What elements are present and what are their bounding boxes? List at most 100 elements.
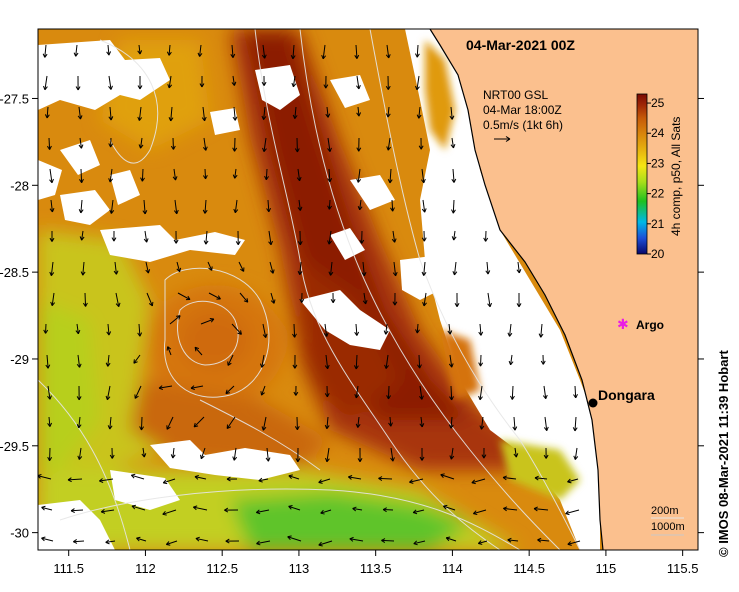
current-arrow bbox=[193, 416, 205, 428]
current-arrow bbox=[447, 323, 453, 335]
current-arrow bbox=[567, 478, 579, 484]
current-arrow bbox=[327, 230, 332, 245]
current-arrow bbox=[352, 506, 363, 512]
current-arrow bbox=[294, 137, 300, 153]
current-arrow bbox=[416, 106, 422, 119]
current-arrow bbox=[538, 323, 544, 338]
current-arrow bbox=[261, 106, 267, 120]
current-arrow bbox=[321, 44, 327, 60]
current-arrow bbox=[194, 346, 203, 356]
y-tick-label: -27.5 bbox=[0, 91, 29, 106]
current-arrow bbox=[293, 385, 299, 396]
current-arrow bbox=[357, 199, 363, 211]
current-arrow bbox=[384, 354, 389, 369]
current-arrow bbox=[108, 137, 114, 148]
current-arrow bbox=[201, 106, 207, 122]
dongara-dot-icon bbox=[588, 398, 598, 408]
colorbar-tick-label: 20 bbox=[651, 247, 665, 261]
current-arrow bbox=[320, 509, 332, 515]
current-arrow bbox=[166, 44, 172, 56]
current-arrow bbox=[295, 447, 301, 463]
current-arrow bbox=[138, 137, 144, 149]
current-arrow bbox=[172, 168, 178, 181]
current-arrow bbox=[238, 261, 245, 272]
current-arrow bbox=[409, 478, 424, 484]
current-arrow bbox=[516, 261, 522, 274]
current-arrow bbox=[292, 323, 297, 338]
current-arrow bbox=[290, 44, 296, 60]
current-arrow bbox=[208, 292, 221, 300]
current-arrow bbox=[202, 137, 208, 151]
depth-legend-200m: 200m bbox=[651, 505, 679, 517]
x-tick-label: 112 bbox=[135, 561, 156, 576]
colorbar: 25 24 23 22 21 20 4h comp, p50, All Sats bbox=[636, 93, 683, 261]
current-arrow bbox=[260, 385, 266, 396]
current-arrow bbox=[200, 447, 206, 460]
current-arrow bbox=[239, 292, 249, 303]
current-arrow bbox=[421, 199, 427, 213]
current-arrow bbox=[540, 354, 546, 365]
current-arrow bbox=[299, 292, 305, 303]
current-arrow bbox=[288, 474, 300, 480]
current-vectors bbox=[38, 44, 581, 547]
current-arrow bbox=[390, 199, 395, 212]
x-tick-label: 111.5 bbox=[53, 561, 84, 576]
current-arrow bbox=[534, 475, 548, 481]
x-tick-label: 115.5 bbox=[667, 561, 699, 576]
current-arrow bbox=[158, 385, 173, 391]
current-arrow bbox=[356, 137, 362, 152]
current-arrow bbox=[417, 354, 422, 369]
current-arrow bbox=[162, 509, 177, 516]
current-arrow bbox=[130, 473, 145, 480]
x-tick-label: 113 bbox=[289, 561, 310, 576]
current-arrow bbox=[162, 478, 176, 485]
current-arrow bbox=[261, 44, 267, 59]
current-arrow bbox=[77, 106, 83, 120]
current-arrow bbox=[166, 416, 174, 430]
map-field bbox=[38, 29, 698, 550]
current-arrow bbox=[382, 507, 394, 513]
current-arrow bbox=[419, 385, 424, 400]
current-arrow bbox=[70, 508, 84, 513]
current-arrow bbox=[258, 477, 269, 483]
current-arrow bbox=[572, 416, 578, 432]
current-arrow bbox=[388, 416, 393, 427]
y-axis: -27.5 -28 -28.5 -29 -29.5 -30 bbox=[0, 91, 704, 541]
current-arrow bbox=[318, 478, 331, 484]
colorbar-ticks: 25 24 23 22 21 20 bbox=[647, 96, 665, 261]
current-arrow bbox=[259, 354, 265, 368]
current-arrow bbox=[78, 199, 84, 214]
argo-star-icon: ✱ bbox=[617, 317, 629, 333]
current-arrow bbox=[268, 230, 273, 246]
current-arrow bbox=[47, 447, 53, 461]
plot-frame bbox=[37, 28, 699, 551]
current-arrow bbox=[47, 416, 53, 427]
current-legend-line3: 0.5m/s (1kt 6h) bbox=[483, 118, 563, 132]
current-arrow bbox=[451, 230, 457, 241]
y-tick-label: -29.5 bbox=[0, 439, 29, 454]
colorbar-tick-label: 22 bbox=[651, 187, 665, 201]
current-legend-line1: NRT00 GSL bbox=[483, 88, 548, 102]
current-arrow bbox=[139, 416, 145, 431]
current-arrow bbox=[261, 75, 267, 86]
current-arrow bbox=[76, 354, 82, 368]
current-arrow bbox=[502, 475, 517, 481]
colorbar-tick-label: 25 bbox=[651, 96, 665, 110]
current-arrow bbox=[233, 199, 239, 214]
bathymetry-contours bbox=[38, 29, 581, 550]
current-arrow bbox=[297, 230, 303, 246]
current-arrow bbox=[324, 447, 330, 463]
current-arrow bbox=[136, 536, 147, 542]
current-arrow bbox=[349, 536, 364, 542]
current-arrow bbox=[168, 106, 174, 122]
current-arrow bbox=[226, 416, 236, 429]
current-arrow bbox=[354, 44, 360, 59]
current-arrow bbox=[105, 539, 116, 545]
current-arrow bbox=[49, 261, 55, 277]
current-arrow bbox=[262, 323, 268, 338]
current-arrow bbox=[471, 478, 486, 485]
current-arrow bbox=[226, 476, 238, 482]
current-arrow bbox=[327, 199, 333, 210]
current-arrow bbox=[47, 385, 52, 400]
current-arrow bbox=[109, 447, 115, 459]
